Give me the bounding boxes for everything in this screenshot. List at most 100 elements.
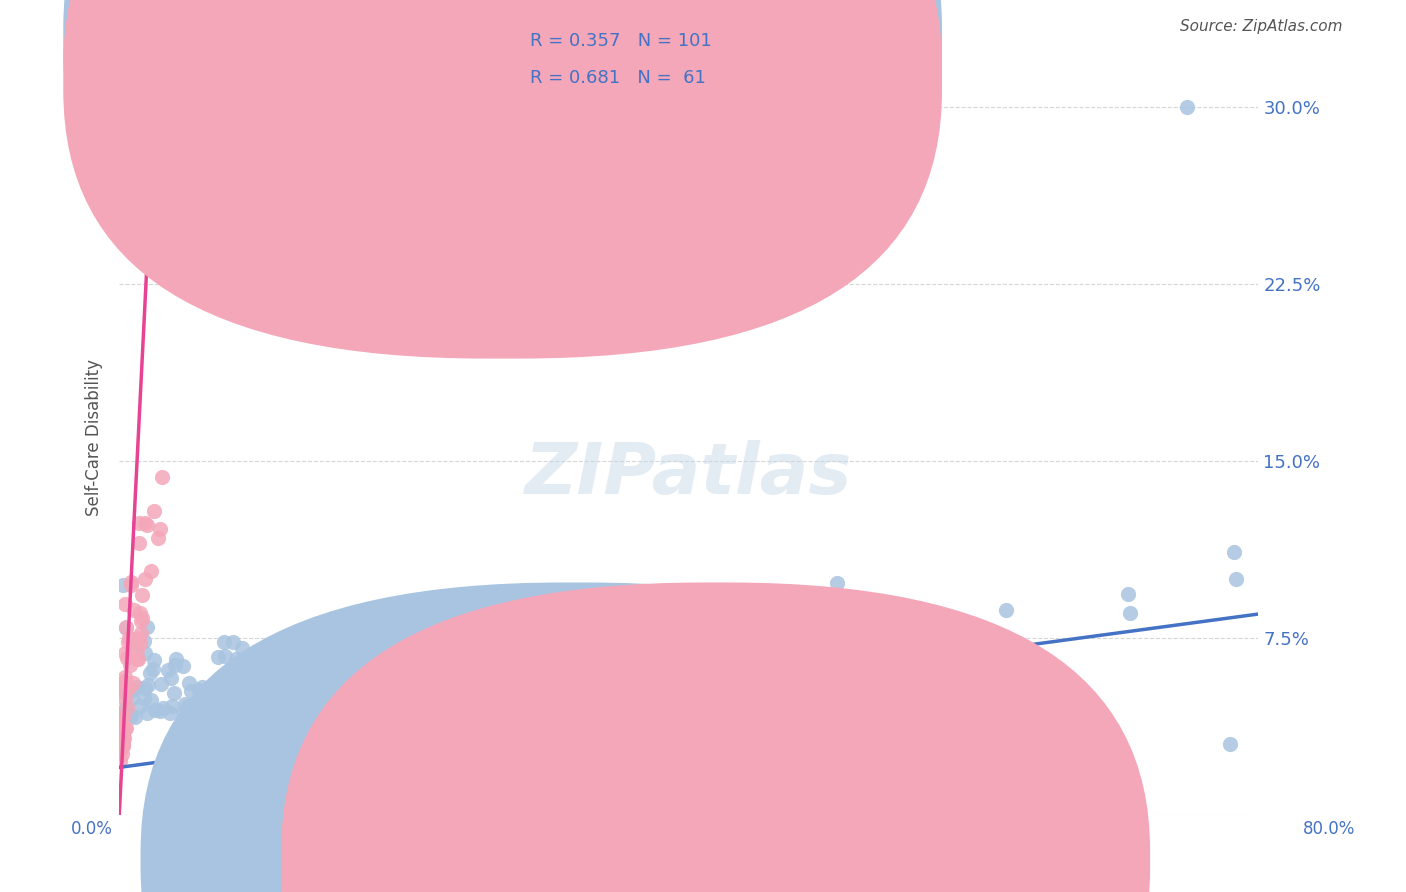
Point [177, 699, 200, 714]
Point [159, 672, 181, 686]
Point [131, 611, 153, 625]
Point [128, 698, 150, 713]
Point [180, 684, 202, 698]
Point [139, 693, 162, 707]
Point [136, 706, 159, 721]
Point [143, 241, 166, 255]
Point [117, 634, 139, 648]
Point [128, 535, 150, 549]
Point [114, 669, 136, 683]
Point [149, 677, 172, 691]
Point [326, 652, 349, 666]
Point [686, 611, 709, 625]
Point [225, 673, 247, 688]
Point [209, 688, 232, 702]
Point [160, 698, 183, 713]
Point [129, 636, 152, 650]
Point [207, 649, 229, 664]
Point [124, 710, 146, 724]
Point [111, 726, 134, 740]
Point [127, 680, 149, 694]
Point [550, 668, 572, 682]
Point [179, 676, 201, 690]
Point [503, 655, 526, 669]
Point [247, 691, 270, 706]
Point [183, 704, 205, 718]
Point [120, 578, 142, 592]
Point [818, 642, 841, 657]
Point [127, 632, 149, 647]
Point [143, 703, 166, 717]
Point [115, 700, 138, 714]
Point [114, 706, 136, 720]
Point [127, 651, 149, 665]
Point [1225, 572, 1247, 586]
Point [117, 651, 139, 665]
Point [142, 653, 165, 667]
Point [825, 576, 848, 591]
Text: Source: ZipAtlas.com: Source: ZipAtlas.com [1180, 20, 1343, 34]
Point [285, 680, 308, 694]
Point [519, 669, 541, 683]
Point [129, 607, 152, 621]
Point [112, 684, 135, 698]
Point [163, 686, 186, 700]
Point [274, 696, 297, 710]
Y-axis label: Self-Care Disability: Self-Care Disability [86, 359, 103, 516]
Point [110, 706, 132, 721]
Point [124, 603, 146, 617]
Point [120, 708, 142, 723]
Point [110, 710, 132, 724]
Point [200, 697, 222, 711]
Point [120, 658, 142, 673]
Point [120, 574, 142, 589]
Point [111, 578, 134, 592]
Point [134, 681, 156, 695]
Point [117, 700, 139, 714]
Point [233, 700, 256, 714]
Point [114, 675, 136, 690]
Point [121, 682, 143, 697]
Point [134, 646, 156, 660]
Point [214, 634, 236, 648]
Point [188, 682, 211, 697]
Point [110, 719, 132, 733]
Point [111, 737, 134, 751]
Point [114, 597, 136, 611]
Point [146, 532, 169, 546]
Point [157, 664, 180, 678]
Point [173, 697, 195, 711]
Point [114, 692, 136, 706]
Point [460, 611, 482, 625]
Point [108, 730, 131, 744]
Text: R = 0.357   N = 101: R = 0.357 N = 101 [530, 32, 711, 50]
Point [859, 605, 882, 619]
Text: Immigrants from Belgium: Immigrants from Belgium [734, 851, 946, 869]
Point [117, 685, 139, 699]
Point [152, 701, 174, 715]
Point [115, 688, 138, 702]
Point [1219, 737, 1241, 751]
Point [172, 658, 194, 673]
Text: 0.0%: 0.0% [70, 820, 112, 838]
Point [783, 642, 806, 657]
Point [111, 734, 134, 748]
Point [141, 662, 163, 676]
Point [112, 677, 135, 691]
Point [165, 652, 187, 666]
Point [214, 648, 236, 663]
Point [111, 735, 134, 749]
Point [516, 619, 538, 633]
Point [163, 658, 186, 673]
Point [709, 615, 731, 630]
Point [135, 620, 157, 634]
Point [112, 731, 135, 745]
Point [115, 621, 138, 635]
Point [139, 666, 162, 681]
Point [114, 721, 136, 735]
Point [117, 631, 139, 645]
Point [207, 681, 229, 696]
Point [232, 681, 254, 695]
Point [124, 637, 146, 651]
Point [727, 645, 749, 659]
